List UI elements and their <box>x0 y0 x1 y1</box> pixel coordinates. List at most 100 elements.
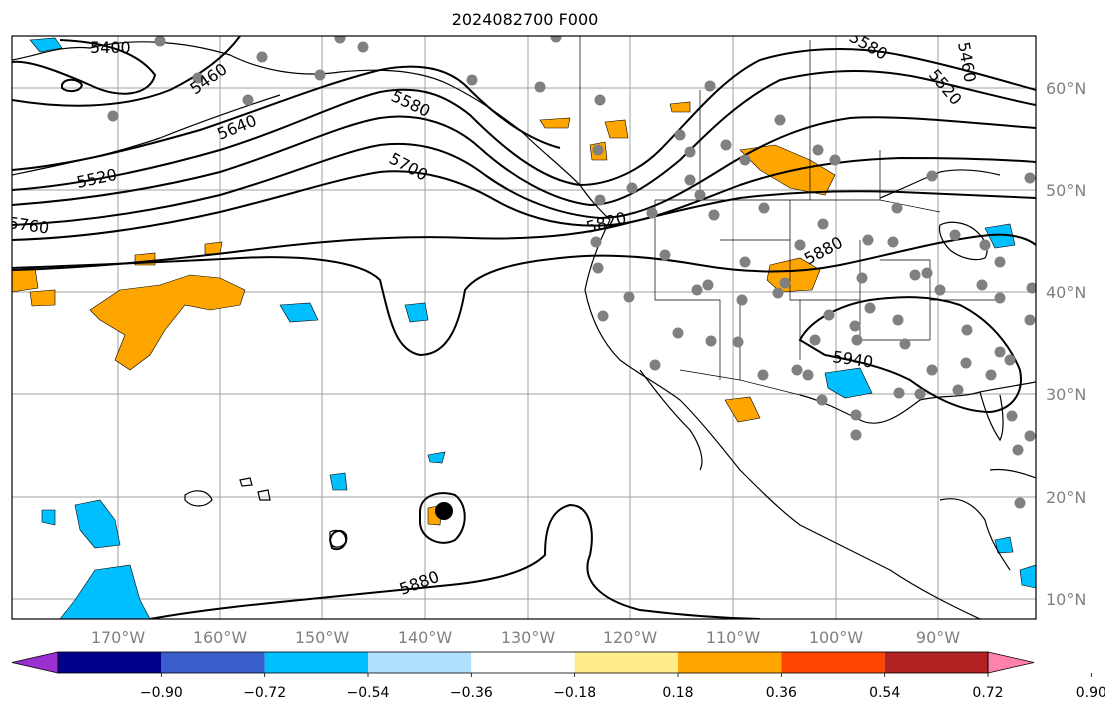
latitude-label: 50°N <box>1046 181 1086 200</box>
colorbar-tick-label: −0.36 <box>450 685 493 701</box>
station-dot <box>774 114 786 126</box>
colorbar-tick-label: 0.54 <box>869 685 900 701</box>
contour-5700 <box>12 116 1036 226</box>
yucatan <box>939 498 1011 571</box>
contour-storm <box>419 492 466 544</box>
station-dot <box>550 36 562 43</box>
station-dot <box>1024 430 1036 442</box>
station-dot <box>705 335 717 347</box>
latitude-labels: 60°N 50°N 40°N 30°N 20°N 10°N <box>1046 79 1086 609</box>
station-dot <box>1006 410 1018 422</box>
station-dot <box>466 74 478 86</box>
station-dot <box>850 429 862 441</box>
station-dot <box>758 202 770 214</box>
colorbar-tick-label: 0.90 <box>1076 685 1105 701</box>
station-dot <box>864 302 876 314</box>
colorbar-tick-label: −0.18 <box>553 685 596 701</box>
colorbar-outline <box>57 651 989 674</box>
station-dot <box>314 69 326 81</box>
station-dot <box>594 194 606 206</box>
station-dot <box>949 229 961 241</box>
colorbar-extend-min <box>11 651 59 674</box>
station-dot <box>802 369 814 381</box>
station-dot <box>994 292 1006 304</box>
station-dot <box>779 277 791 289</box>
station-dot <box>590 236 602 248</box>
station-dot <box>684 146 696 158</box>
neg-region <box>824 367 873 399</box>
longitude-label: 130°W <box>501 628 556 647</box>
station-dot <box>960 357 972 369</box>
longitude-label: 110°W <box>706 628 761 647</box>
station-dot <box>594 94 606 106</box>
station-dot <box>736 294 748 306</box>
station-dot <box>823 309 835 321</box>
map-frame <box>11 35 1037 620</box>
station-dot <box>646 207 658 219</box>
station-dot <box>1024 172 1036 184</box>
pos-region <box>669 101 691 113</box>
colorbar-tick-label: −0.72 <box>243 685 286 701</box>
station-dot <box>592 144 604 156</box>
latitude-label: 20°N <box>1046 488 1086 507</box>
negative-anomaly-regions <box>29 37 1036 619</box>
colorbar-segment <box>678 652 782 673</box>
pos-region <box>724 396 761 423</box>
station-dot <box>994 346 1006 358</box>
station-dot <box>794 239 806 251</box>
contour-5880-south <box>149 503 761 619</box>
neg-region <box>41 509 56 526</box>
station-dot <box>1024 314 1036 326</box>
station-dot <box>357 41 369 53</box>
colorbar-tick-label: 0.36 <box>766 685 797 701</box>
station-dot <box>893 387 905 399</box>
station-dot <box>334 36 346 44</box>
station-dot <box>720 139 732 151</box>
longitude-label: 100°W <box>809 628 864 647</box>
station-dot <box>702 279 714 291</box>
station-dot <box>1012 444 1024 456</box>
neg-region <box>427 451 446 464</box>
colorbar-tick-label: −0.54 <box>347 685 390 701</box>
station-dot <box>934 284 946 296</box>
station-dot <box>952 384 964 396</box>
state-line <box>654 200 721 380</box>
station-dot <box>684 174 696 186</box>
station-dot <box>107 110 119 122</box>
station-dot <box>623 291 635 303</box>
positive-anomaly-regions <box>12 101 836 526</box>
state-line <box>880 259 931 340</box>
station-dot <box>739 256 751 268</box>
station-dot <box>256 51 268 63</box>
contour-5640 <box>12 70 1036 207</box>
pos-region <box>539 117 571 129</box>
neg-region <box>329 472 348 491</box>
pos-region <box>12 267 39 293</box>
colorbar-tick-label: 0.18 <box>662 685 693 701</box>
station-dot <box>674 129 686 141</box>
colorbar-segment <box>781 652 885 673</box>
station-dot <box>849 320 861 332</box>
station-dot <box>899 338 911 350</box>
colorbar-segment <box>368 652 472 673</box>
colorbar-tick-label: −0.90 <box>140 685 183 701</box>
longitude-labels: 170°W 160°W 150°W 140°W 130°W 120°W 110°W 100°W… <box>91 628 960 647</box>
neg-region <box>984 223 1016 249</box>
height-contours <box>12 36 1036 619</box>
station-dot <box>704 80 716 92</box>
contour-5760 <box>12 156 1036 241</box>
longitude-label: 140°W <box>398 628 453 647</box>
contour-small-1 <box>328 529 348 551</box>
colorbar-segment <box>471 652 575 673</box>
longitude-label: 120°W <box>603 628 658 647</box>
pos-region <box>739 144 836 196</box>
pos-region <box>204 241 223 255</box>
station-dot <box>592 262 604 274</box>
colorbar-tick-label: 0.72 <box>972 685 1003 701</box>
contour-5520 <box>12 65 561 171</box>
colorbar <box>11 651 1035 674</box>
station-dot <box>691 284 703 296</box>
latitude-label: 60°N <box>1046 79 1086 98</box>
canada-us-border <box>655 199 941 213</box>
